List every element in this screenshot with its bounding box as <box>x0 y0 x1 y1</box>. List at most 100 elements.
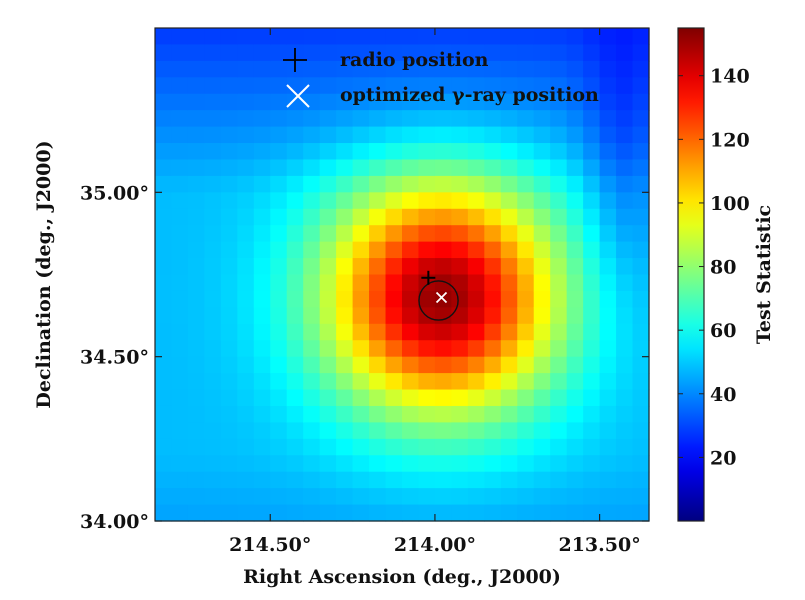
heatmap-cell <box>303 455 321 473</box>
heatmap-cell <box>253 93 271 111</box>
heatmap-cell <box>237 356 255 374</box>
heatmap-cell <box>270 488 288 506</box>
heatmap-cell <box>187 44 205 62</box>
heatmap-cell <box>204 225 222 243</box>
heatmap-cell <box>204 438 222 456</box>
heatmap-cell <box>369 307 387 325</box>
heatmap-cell <box>583 307 601 325</box>
heatmap-cell <box>566 28 584 46</box>
heatmap-cell <box>369 225 387 243</box>
heatmap-cell <box>418 225 436 243</box>
heatmap-cell <box>204 340 222 358</box>
heatmap-cell <box>583 488 601 506</box>
heatmap-cell <box>418 340 436 358</box>
heatmap-cell <box>550 110 568 128</box>
heatmap-cell <box>204 159 222 177</box>
heatmap-cell <box>155 258 173 276</box>
heatmap-cell <box>369 356 387 374</box>
heatmap-cell <box>467 126 485 144</box>
heatmap-cell <box>204 471 222 489</box>
heatmap-cell <box>253 438 271 456</box>
legend-plus-marker <box>283 48 307 72</box>
heatmap-cell <box>402 77 420 95</box>
heatmap-cell <box>286 488 304 506</box>
heatmap-cell <box>385 290 403 308</box>
heatmap-cell <box>220 60 238 78</box>
heatmap-cell <box>286 192 304 210</box>
heatmap-cell <box>319 208 337 226</box>
heatmap-cell <box>171 307 189 325</box>
heatmap-cell <box>369 28 387 46</box>
heatmap-cell <box>204 405 222 423</box>
heatmap-cell <box>336 340 354 358</box>
heatmap-cell <box>187 110 205 128</box>
heatmap-cell <box>270 422 288 440</box>
heatmap-cell <box>451 225 469 243</box>
heatmap-cell <box>517 159 535 177</box>
heatmap-cell <box>237 44 255 62</box>
heatmap-cell <box>451 126 469 144</box>
heatmap-cell <box>220 208 238 226</box>
heatmap-cell <box>385 159 403 177</box>
heatmap-cell <box>303 389 321 407</box>
heatmap-cell <box>500 44 518 62</box>
heatmap-cell <box>467 258 485 276</box>
heatmap-cell <box>319 28 337 46</box>
heatmap-cell <box>187 28 205 46</box>
heatmap-cell <box>434 77 452 95</box>
heatmap-cell <box>599 175 617 193</box>
heatmap-cell <box>286 274 304 292</box>
heatmap-cell <box>270 44 288 62</box>
heatmap-cell <box>220 307 238 325</box>
heatmap-cell <box>155 175 173 193</box>
heatmap-cell <box>632 208 650 226</box>
heatmap-cell <box>599 455 617 473</box>
heatmap-cell <box>533 455 551 473</box>
heatmap-cell <box>352 307 370 325</box>
gamma-position-marker <box>435 291 448 304</box>
heatmap-cell <box>187 373 205 391</box>
heatmap-cell <box>253 60 271 78</box>
heatmap-cell <box>155 356 173 374</box>
heatmap-cell <box>270 455 288 473</box>
heatmap-cell <box>467 307 485 325</box>
heatmap-cell <box>155 192 173 210</box>
heatmap-cell <box>566 290 584 308</box>
heatmap-cell <box>632 405 650 423</box>
heatmap-cell <box>583 60 601 78</box>
heatmap-cell <box>237 93 255 111</box>
heatmap-cell <box>616 44 634 62</box>
heatmap-cell <box>467 405 485 423</box>
heatmap-cell <box>434 44 452 62</box>
heatmap-cell <box>336 488 354 506</box>
colorbar-tick-label: 120 <box>710 129 750 151</box>
heatmap-cell <box>500 192 518 210</box>
legend-label-gamma: optimized γ-ray position <box>340 84 599 106</box>
heatmap-cell <box>583 373 601 391</box>
heatmap-cell <box>303 340 321 358</box>
heatmap-cell <box>385 455 403 473</box>
heatmap-cell <box>566 307 584 325</box>
heatmap-cell <box>467 192 485 210</box>
heatmap-cell <box>451 405 469 423</box>
heatmap-cell <box>599 28 617 46</box>
heatmap-cell <box>303 110 321 128</box>
heatmap-cell <box>155 471 173 489</box>
heatmap-cell <box>616 373 634 391</box>
heatmap-cell <box>369 110 387 128</box>
heatmap-cell <box>467 438 485 456</box>
heatmap-cell <box>253 323 271 341</box>
heatmap-cell <box>253 143 271 161</box>
x-tick-label: 214.00° <box>394 534 476 556</box>
heatmap-cell <box>253 274 271 292</box>
heatmap-cell <box>204 126 222 144</box>
heatmap-cell <box>583 110 601 128</box>
heatmap-cell <box>286 208 304 226</box>
heatmap-cell <box>270 93 288 111</box>
heatmap-cell <box>369 389 387 407</box>
heatmap-cell <box>517 192 535 210</box>
heatmap-cell <box>402 340 420 358</box>
heatmap-cell <box>451 323 469 341</box>
heatmap-cell <box>451 258 469 276</box>
